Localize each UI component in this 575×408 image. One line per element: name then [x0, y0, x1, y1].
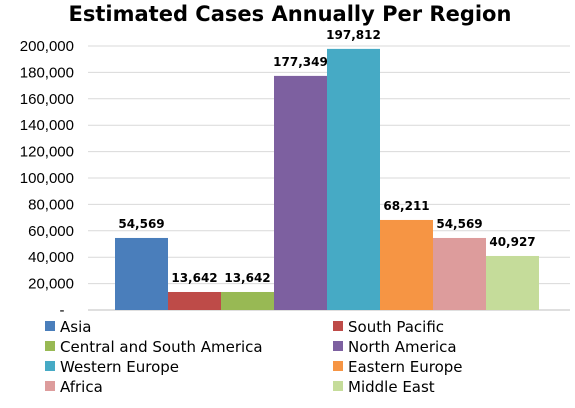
legend-label: Central and South America — [60, 338, 263, 356]
y-tick-label: 140,000 — [20, 117, 74, 134]
chart-title: Estimated Cases Annually Per Region — [69, 2, 512, 26]
data-label: 13,642 — [171, 271, 217, 285]
legend-swatch — [333, 341, 343, 351]
legend-label: Western Europe — [60, 358, 179, 376]
bar-africa — [433, 237, 486, 310]
data-label: 68,211 — [383, 199, 429, 213]
data-label: 177,349 — [273, 55, 328, 69]
y-tick-label: 200,000 — [20, 38, 74, 55]
y-tick-label: 100,000 — [20, 170, 74, 187]
legend-swatch — [45, 361, 55, 371]
y-tick-label: 120,000 — [20, 144, 74, 161]
y-tick-label: 180,000 — [20, 64, 74, 81]
legend-swatch — [45, 381, 55, 391]
legend-swatch — [333, 321, 343, 331]
data-label: 54,569 — [118, 217, 164, 231]
legend-label: North America — [348, 338, 457, 356]
y-tick-label: 40,000 — [28, 249, 74, 266]
y-tick-label: 60,000 — [28, 223, 74, 240]
bar-central-and-south-america — [221, 291, 274, 310]
data-label: 40,927 — [489, 235, 535, 249]
bar-asia — [115, 237, 168, 310]
bar-north-america — [274, 75, 327, 310]
legend-swatch — [45, 321, 55, 331]
bar-middle-east — [486, 255, 539, 310]
y-tick-label: 20,000 — [28, 276, 74, 293]
y-tick-label: 160,000 — [20, 91, 74, 108]
bar-eastern-europe — [380, 219, 433, 310]
legend: Asia South Pacific Central and South Ameri… — [45, 318, 463, 396]
y-axis-ticks: - 20,000 40,000 60,000 80,000 100,000 120,000 1… — [20, 38, 74, 319]
legend-swatch — [333, 361, 343, 371]
y-tick-label: 80,000 — [28, 196, 74, 213]
legend-swatch — [45, 341, 55, 351]
data-label: 197,812 — [326, 28, 381, 42]
legend-label: Eastern Europe — [348, 358, 463, 376]
legend-label: Middle East — [348, 378, 435, 396]
bars — [115, 48, 539, 311]
data-label: 54,569 — [436, 217, 482, 231]
data-label: 13,642 — [224, 271, 270, 285]
bar-south-pacific — [168, 291, 221, 310]
legend-label: Africa — [60, 378, 103, 396]
legend-label: Asia — [60, 318, 91, 336]
data-labels: 54,569 13,642 13,642 177,349 197,812 68,211 54… — [118, 28, 535, 285]
legend-swatch — [333, 381, 343, 391]
legend-label: South Pacific — [348, 318, 444, 336]
bar-western-europe — [327, 48, 380, 311]
y-tick-label: - — [60, 302, 65, 319]
